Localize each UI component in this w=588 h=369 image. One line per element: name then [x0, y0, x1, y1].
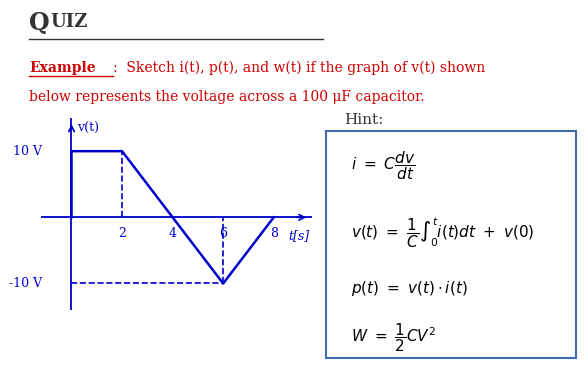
Text: 4: 4 [169, 227, 176, 240]
Text: 6: 6 [219, 227, 227, 240]
Text: $i\ =\ C\dfrac{dv}{dt}$: $i\ =\ C\dfrac{dv}{dt}$ [352, 149, 416, 182]
Text: 10 V: 10 V [14, 145, 42, 158]
Text: 8: 8 [270, 227, 278, 240]
Text: Q: Q [29, 11, 50, 35]
FancyBboxPatch shape [326, 131, 576, 358]
Text: $p(t)\ =\ v(t)\cdot i(t)$: $p(t)\ =\ v(t)\cdot i(t)$ [352, 279, 468, 297]
Text: UIZ: UIZ [50, 13, 88, 31]
Text: $W\ =\ \dfrac{1}{2}CV^2$: $W\ =\ \dfrac{1}{2}CV^2$ [352, 322, 436, 354]
Text: :  Sketch i(t), p(t), and w(t) if the graph of v(t) shown: : Sketch i(t), p(t), and w(t) if the gra… [113, 61, 486, 75]
Text: below represents the voltage across a 100 μF capacitor.: below represents the voltage across a 10… [29, 90, 425, 104]
Text: 2: 2 [118, 227, 126, 240]
Text: Example: Example [29, 61, 96, 75]
Text: t[s]: t[s] [289, 229, 309, 242]
Text: v(t): v(t) [76, 121, 99, 135]
Text: Hint:: Hint: [344, 113, 383, 127]
Text: -10 V: -10 V [9, 277, 42, 290]
Text: $v(t)\ =\ \dfrac{1}{C}\int_0^t i(t)dt\ +\ v(0)$: $v(t)\ =\ \dfrac{1}{C}\int_0^t i(t)dt\ +… [352, 215, 535, 250]
